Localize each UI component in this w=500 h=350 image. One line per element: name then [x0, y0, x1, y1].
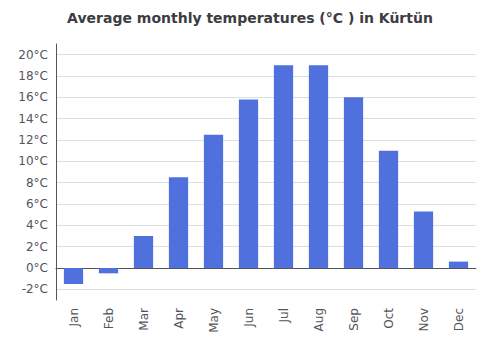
svg-text:Jun: Jun — [242, 308, 256, 328]
svg-text:4°C: 4°C — [26, 218, 48, 232]
svg-text:14°C: 14°C — [18, 112, 48, 126]
svg-text:Average monthly temperatures (: Average monthly temperatures (°C ) in Kü… — [67, 10, 433, 26]
svg-text:-2°C: -2°C — [22, 282, 48, 296]
svg-text:May: May — [207, 308, 221, 333]
svg-text:0°C: 0°C — [26, 261, 48, 275]
svg-text:Mar: Mar — [137, 308, 151, 331]
svg-text:18°C: 18°C — [18, 69, 48, 83]
svg-text:Aug: Aug — [312, 308, 326, 331]
svg-text:2°C: 2°C — [26, 240, 48, 254]
svg-text:10°C: 10°C — [18, 154, 48, 168]
svg-text:Jul: Jul — [277, 308, 291, 323]
svg-text:Oct: Oct — [382, 308, 396, 329]
svg-text:Sep: Sep — [347, 308, 361, 331]
svg-text:8°C: 8°C — [26, 176, 48, 190]
svg-text:Jan: Jan — [67, 308, 81, 328]
svg-text:12°C: 12°C — [18, 133, 48, 147]
svg-text:Feb: Feb — [102, 308, 116, 329]
svg-text:Nov: Nov — [417, 308, 431, 331]
svg-text:Apr: Apr — [172, 308, 186, 329]
svg-text:Dec: Dec — [452, 308, 466, 331]
svg-text:20°C: 20°C — [18, 48, 48, 62]
svg-text:16°C: 16°C — [18, 90, 48, 104]
svg-text:6°C: 6°C — [26, 197, 48, 211]
